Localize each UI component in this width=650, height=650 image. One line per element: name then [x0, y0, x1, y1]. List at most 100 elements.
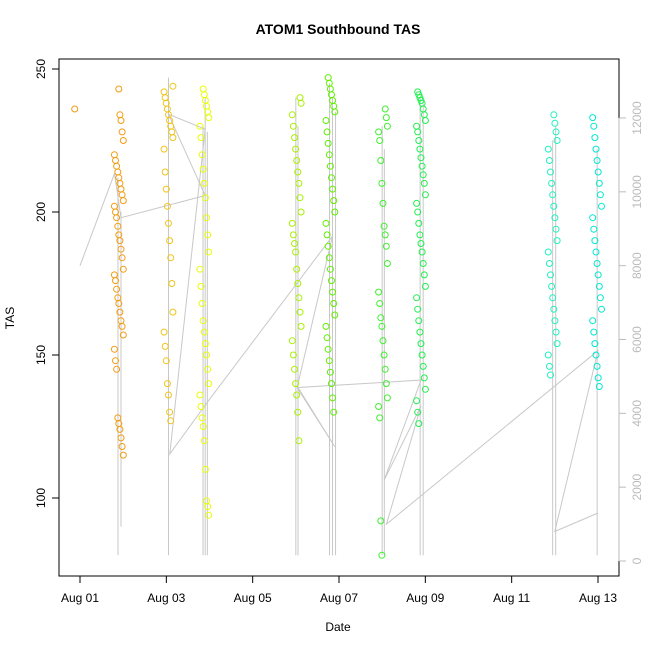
- tas-point: [421, 117, 429, 124]
- tas-point: [324, 74, 332, 82]
- tas-point: [196, 265, 204, 273]
- tas-point: [119, 265, 127, 273]
- tas-point: [110, 271, 118, 279]
- tas-point: [591, 237, 599, 245]
- tas-point: [71, 105, 79, 113]
- tas-point: [169, 82, 177, 90]
- tas-point: [329, 394, 337, 402]
- tas-point: [200, 179, 208, 187]
- tas-point: [323, 128, 331, 136]
- tas-point: [205, 248, 213, 256]
- tas-point: [198, 414, 206, 422]
- tas-point: [295, 437, 303, 445]
- y-tick-label: 150: [34, 345, 48, 365]
- tas-point: [592, 351, 600, 359]
- tas-point: [200, 437, 208, 445]
- tas-point: [376, 137, 384, 144]
- tas-point: [414, 408, 422, 416]
- tas-point: [296, 194, 304, 202]
- tas-point: [328, 277, 335, 285]
- tas-point: [594, 374, 602, 382]
- x-tick-label: Aug 07: [320, 591, 358, 605]
- tas-point: [200, 328, 208, 336]
- tas-point: [420, 179, 428, 187]
- x-tick-label: Aug 09: [406, 591, 444, 605]
- tas-point: [118, 443, 126, 450]
- tas-point: [322, 117, 330, 124]
- tas-point: [325, 151, 333, 159]
- tas-point: [595, 179, 603, 187]
- tas-point: [549, 191, 557, 199]
- tas-point: [117, 117, 125, 124]
- tas-point: [329, 185, 337, 193]
- secondary-y-axis: 0 2000 4000 6000 8000 10000 12000: [618, 101, 644, 564]
- tas-point: [417, 340, 425, 348]
- tas-point: [415, 420, 423, 428]
- tas-point: [113, 214, 121, 222]
- tas-point: [421, 191, 429, 199]
- tas-point: [322, 219, 330, 227]
- tas-point: [288, 219, 296, 227]
- y-axis-label: TAS: [3, 307, 17, 329]
- tas-point: [118, 254, 126, 262]
- tas-point: [598, 305, 605, 313]
- tas-point: [289, 231, 297, 239]
- tas-point: [593, 157, 601, 164]
- y-tick-label: 200: [34, 202, 48, 222]
- tas-point: [112, 277, 119, 285]
- tas-point: [326, 85, 334, 93]
- tas-point: [418, 248, 426, 256]
- tas-point: [113, 285, 121, 293]
- tas-point: [419, 260, 427, 267]
- tas-point: [119, 197, 127, 205]
- tas-point: [420, 374, 428, 382]
- x-tick-label: Aug 05: [234, 591, 272, 605]
- tas-point: [326, 265, 334, 273]
- tas-points: [71, 74, 605, 559]
- tas-point: [382, 114, 390, 122]
- tas-point: [119, 137, 127, 144]
- tas-point: [197, 403, 205, 410]
- tas-point: [116, 237, 124, 245]
- tas-point: [323, 231, 331, 239]
- tas-point: [289, 351, 297, 359]
- tas-point: [118, 322, 126, 330]
- tas-point: [163, 105, 171, 113]
- tas-point: [322, 322, 330, 330]
- tas-point: [414, 208, 422, 216]
- tas-point: [416, 328, 424, 336]
- tas-point: [552, 128, 560, 136]
- tas-point: [589, 317, 597, 325]
- tas-point: [553, 137, 561, 144]
- tas-point: [323, 334, 331, 342]
- y2-tick-label: 4000: [630, 400, 644, 427]
- tas-point: [545, 362, 553, 370]
- tas-point: [110, 151, 118, 159]
- tas-point: [204, 503, 212, 511]
- y2-tick-label: 6000: [630, 326, 644, 353]
- tas-point: [415, 317, 423, 325]
- tas-point: [200, 91, 208, 99]
- tas-point: [414, 305, 422, 313]
- tas-point: [421, 282, 429, 290]
- tas-point: [590, 328, 598, 336]
- tas-point: [169, 134, 177, 142]
- x-axis-label: Date: [325, 620, 351, 634]
- tas-point: [114, 168, 122, 176]
- tas-point: [114, 222, 122, 230]
- tas-point: [382, 242, 390, 250]
- tas-point: [552, 328, 560, 336]
- tas-point: [205, 380, 213, 388]
- tas-point: [417, 240, 425, 247]
- tas-point: [379, 337, 387, 345]
- tas-point: [115, 85, 123, 93]
- tas-point: [329, 288, 337, 296]
- tas-point: [117, 434, 125, 442]
- tas-point: [380, 351, 388, 359]
- y-tick-label: 100: [34, 488, 48, 508]
- tas-point: [110, 345, 118, 353]
- x-tick-label: Aug 11: [493, 591, 530, 605]
- tas-point: [160, 328, 168, 336]
- tas-point: [421, 385, 429, 393]
